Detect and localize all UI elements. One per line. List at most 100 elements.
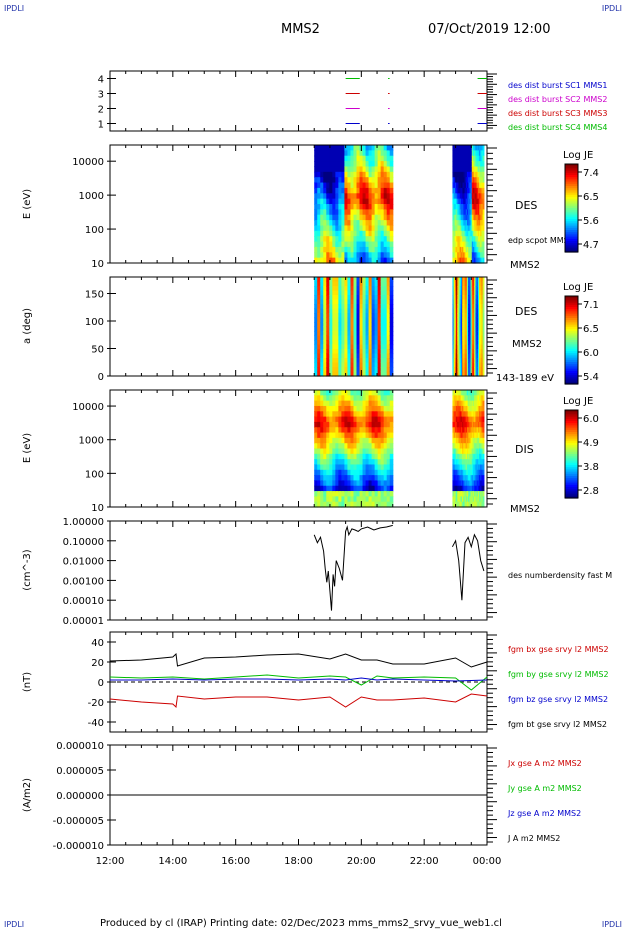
current-legend-entry: Jx gse A m2 MMS2 (507, 759, 582, 768)
spectrogram-cell (452, 371, 455, 377)
spectrogram-cell (386, 459, 391, 466)
spectrogram-cell (466, 204, 469, 210)
spectrogram-cell (389, 204, 394, 210)
spectrogram-cell (460, 281, 463, 287)
spectrogram-cell (365, 335, 370, 341)
spectrogram-cell (474, 469, 476, 476)
spectrogram-cell (457, 358, 460, 364)
spectrogram-cell (335, 209, 339, 216)
spectrogram-cell (326, 204, 330, 210)
spectrogram-cell (456, 331, 458, 337)
spectrogram-cell (374, 491, 379, 497)
spectrogram-cell (389, 335, 394, 341)
spectrogram-cell (472, 485, 475, 492)
spectrogram-cell (371, 308, 376, 314)
spectrogram-cell (469, 469, 472, 476)
spectrogram-cell (458, 326, 461, 332)
spectrogram-cell (465, 155, 468, 162)
spectrogram-cell (474, 182, 476, 189)
spectrogram-cell (371, 290, 376, 296)
spectrogram-cell (353, 405, 358, 412)
spectrogram-cell (453, 475, 456, 482)
spectrogram-cell (459, 281, 462, 287)
y-tick-label: 0 (98, 678, 104, 689)
spectrogram-cell (457, 155, 460, 162)
field-component-line (110, 677, 488, 682)
spectrogram-cell (460, 290, 463, 296)
colorbar-segment (565, 353, 578, 356)
spectrogram-cell (320, 400, 324, 407)
spectrogram-cell (462, 171, 464, 178)
spectrogram-cell (338, 371, 342, 377)
spectrogram-cell (329, 214, 333, 221)
colorbar-segment (565, 245, 578, 249)
spectrogram-cell (468, 485, 470, 492)
spectrogram-cell (386, 340, 391, 346)
spectrogram-cell (350, 241, 355, 248)
colorbar-segment (565, 467, 578, 470)
colorbar-segment (565, 296, 578, 299)
spectrogram-cell (314, 150, 318, 157)
spectrogram-cell (460, 299, 463, 305)
spectrogram-cell (480, 246, 483, 253)
spectrogram-cell (456, 491, 458, 497)
spectrogram-cell (458, 161, 461, 168)
spectrogram-cell (329, 340, 333, 346)
spectrogram-cell (383, 304, 388, 310)
spectrogram-cell (471, 225, 474, 232)
spectrogram-cell (453, 485, 456, 492)
spectrogram-cell (454, 427, 457, 434)
spectrogram-cell (371, 236, 376, 243)
colorbar-segment (565, 221, 578, 224)
spectrogram-cell (359, 241, 364, 248)
spectrogram-cell (481, 187, 484, 194)
spectrogram-cell (476, 150, 479, 157)
spectrogram-cell (323, 459, 327, 466)
spectrogram-cell (329, 469, 333, 476)
spectrogram-cell (464, 496, 467, 503)
spectrogram-cell (383, 390, 388, 396)
spectrogram-cell (317, 480, 321, 487)
spectrogram-cell (356, 225, 361, 232)
spectrogram-cell (462, 230, 464, 237)
spectrogram-cell (475, 358, 478, 364)
spectrogram-cell (456, 367, 458, 373)
spectrogram-cell (317, 187, 321, 194)
spectrogram-cell (465, 290, 468, 296)
spectrogram-cell (463, 317, 466, 323)
spectrogram-cell (474, 326, 476, 332)
spectrogram-cell (462, 304, 464, 310)
spectrogram-cell (341, 358, 346, 364)
spectrogram-cell (359, 304, 364, 310)
colorbar-segment (565, 238, 578, 242)
spectrogram-cell (320, 317, 324, 323)
spectrogram-cell (365, 349, 370, 355)
colorbar-segment (565, 201, 578, 205)
spectrogram-cell (344, 411, 349, 418)
spectrogram-cell (463, 437, 466, 444)
spectrogram-cell (320, 155, 324, 162)
spectrogram-cell (317, 290, 321, 296)
spectrogram-cell (356, 475, 361, 482)
spectrogram-cell (380, 469, 385, 476)
spectrogram-cell (329, 459, 333, 466)
spectrogram-cell (383, 171, 388, 178)
spectrogram-cell (317, 220, 321, 227)
colorbar-tick-label: 6.5 (583, 192, 599, 203)
spectrogram-cell (368, 362, 373, 368)
spectrogram-cell (479, 469, 481, 476)
spectrogram-cell (374, 459, 379, 466)
spectrogram-cell (452, 480, 455, 487)
spectrogram-cell (475, 177, 478, 184)
spectrogram-cell (371, 400, 376, 407)
spectrogram-cell (481, 367, 484, 373)
spectrogram-cell (468, 299, 470, 305)
spectrogram-cell (472, 214, 475, 221)
spectrogram-cell (475, 448, 478, 455)
spectrogram-cell (456, 443, 458, 450)
spectrogram-cell (468, 395, 470, 402)
spectrogram-cell (323, 349, 327, 355)
spectrogram-cell (341, 166, 346, 173)
spectrogram-cell (317, 225, 321, 232)
spectrogram-cell (314, 340, 318, 346)
